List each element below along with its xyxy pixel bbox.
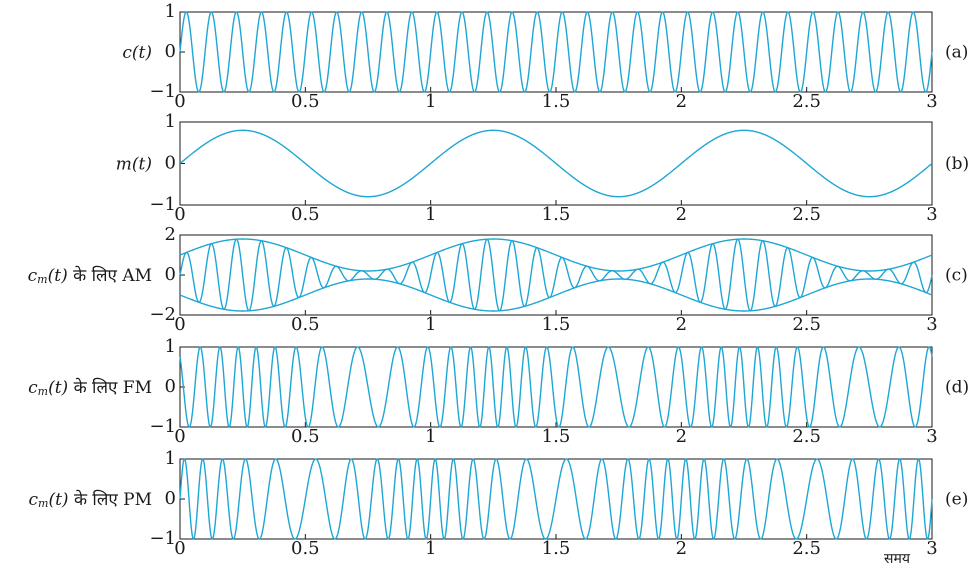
y-tick-label: 0 bbox=[165, 488, 176, 509]
panel-e: 10−10 0.5 1 1.5 2 2.5 3cm(t) के लिए PM (e) bbox=[28, 448, 968, 559]
x-tick-label: 1.5 bbox=[542, 204, 571, 225]
series-line bbox=[179, 11, 933, 93]
x-tick-label: 2.5 bbox=[792, 314, 821, 335]
x-tick-label: 0.5 bbox=[291, 204, 320, 225]
x-tick-label: 2.5 bbox=[792, 538, 821, 559]
x-tick-label: 1 bbox=[425, 91, 436, 112]
y-axis-label: cm(t) के लिए AM bbox=[28, 265, 152, 287]
x-tick-label: 1.5 bbox=[542, 426, 571, 447]
y-tick-label: 1 bbox=[165, 336, 176, 357]
series-line bbox=[179, 458, 933, 540]
y-tick-label: 1 bbox=[165, 448, 176, 469]
y-axis-label: c(t) bbox=[122, 43, 152, 63]
y-tick-label: 2 bbox=[165, 224, 176, 245]
x-tick-label: 1 bbox=[425, 426, 436, 447]
x-tick-label: 0.5 bbox=[291, 538, 320, 559]
lower-envelope-line bbox=[179, 278, 933, 312]
x-tick-label: 1 bbox=[425, 314, 436, 335]
y-tick-label: 0 bbox=[165, 41, 176, 62]
y-tick-label: 1 bbox=[165, 1, 176, 22]
panel-tag: (e) bbox=[945, 490, 968, 510]
x-tick-label: 2 bbox=[676, 314, 687, 335]
upper-envelope-line bbox=[179, 238, 933, 272]
panels: 10−10 0.5 1 1.5 2 2.5 3c(t) (a)10−10 0.5 1 1.5 2 2.5… bbox=[28, 1, 970, 567]
x-tick-label: 2 bbox=[676, 204, 687, 225]
x-tick-label: 2 bbox=[676, 426, 687, 447]
x-tick-label: 0.5 bbox=[291, 426, 320, 447]
x-tick-label: 1.5 bbox=[542, 91, 571, 112]
x-tick-label: 0 bbox=[174, 538, 185, 559]
y-tick-label: −1 bbox=[149, 81, 176, 102]
panel-tag: (b) bbox=[945, 154, 969, 174]
x-axis-label: समय bbox=[884, 551, 911, 567]
x-tick-label: 3 bbox=[926, 91, 937, 112]
x-tick-label: 2 bbox=[676, 91, 687, 112]
x-tick-label: 0 bbox=[174, 204, 185, 225]
x-tick-label: 0 bbox=[174, 426, 185, 447]
panel-tag: (a) bbox=[945, 43, 968, 63]
x-tick-label: 1 bbox=[425, 204, 436, 225]
x-tick-label: 3 bbox=[926, 204, 937, 225]
y-tick-label: 0 bbox=[165, 264, 176, 285]
x-tick-label: 0 bbox=[174, 314, 185, 335]
panel-tag: (c) bbox=[945, 266, 968, 286]
x-tick-label: 0.5 bbox=[291, 91, 320, 112]
x-tick-label: 0 bbox=[174, 91, 185, 112]
y-axis-label: cm(t) के लिए FM bbox=[28, 377, 152, 399]
y-tick-label: 1 bbox=[165, 111, 176, 132]
series-line bbox=[179, 346, 933, 428]
panel-d: 10−10 0.5 1 1.5 2 2.5 3cm(t) के लिए FM (d) bbox=[28, 336, 969, 447]
panel-tag: (d) bbox=[945, 378, 969, 398]
x-tick-label: 1 bbox=[425, 538, 436, 559]
y-tick-label: −1 bbox=[149, 194, 176, 215]
x-tick-label: 3 bbox=[926, 426, 937, 447]
x-tick-label: 1.5 bbox=[542, 538, 571, 559]
y-tick-label: −1 bbox=[149, 416, 176, 437]
x-tick-label: 3 bbox=[926, 538, 937, 559]
series-line bbox=[179, 238, 933, 312]
x-tick-label: 0.5 bbox=[291, 314, 320, 335]
y-axis-label: m(t) bbox=[116, 154, 152, 174]
x-tick-label: 2.5 bbox=[792, 426, 821, 447]
x-tick-label: 3 bbox=[926, 314, 937, 335]
panel-a: 10−10 0.5 1 1.5 2 2.5 3c(t) (a) bbox=[122, 1, 968, 112]
panel-c: 20−20 0.5 1 1.5 2 2.5 3cm(t) के लिए AM (c) bbox=[28, 224, 968, 335]
y-tick-label: −1 bbox=[149, 528, 176, 549]
x-tick-label: 2 bbox=[676, 538, 687, 559]
series-line bbox=[179, 129, 933, 198]
y-tick-label: 0 bbox=[165, 376, 176, 397]
x-tick-label: 2.5 bbox=[792, 91, 821, 112]
y-axis-label: cm(t) के लिए PM bbox=[28, 489, 152, 511]
x-tick-label: 2.5 bbox=[792, 204, 821, 225]
y-tick-label: −2 bbox=[149, 304, 176, 325]
y-tick-label: 0 bbox=[165, 153, 176, 174]
x-tick-label: 1.5 bbox=[542, 314, 571, 335]
panel-b: 10−10 0.5 1 1.5 2 2.5 3m(t) (b) bbox=[116, 111, 969, 225]
